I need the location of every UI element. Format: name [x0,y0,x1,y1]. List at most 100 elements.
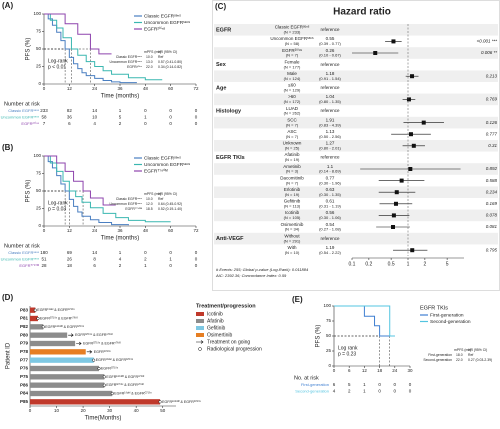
y-tick-label: 100 [323,303,331,308]
legend-label: EGFRᵀ⁷⁹⁰ᴹ [144,168,168,174]
patient-id: P79 [20,341,29,346]
treatment-bar [30,324,44,330]
x-tick-label: 0.1 [349,261,356,267]
x-tick-label: 48 [143,228,149,233]
footnote: # Events: 255; Global p-value (Log-Rank)… [216,267,309,272]
y-tick-label: 75 [36,171,42,176]
table-hr: 0.27 (0.03-2.39) [468,358,492,362]
y-tick-label: 50 [36,188,42,193]
row-band [214,163,498,175]
hr-point [391,213,396,218]
hr-ci: (0.80 - 1.35) [319,99,341,104]
legend-label: Second-generation [430,319,471,325]
risk-count: 0 [195,257,198,262]
risk-count: 1 [144,263,147,268]
p-value: 0.234 [486,189,498,194]
hr-ci: (0.83 - 4.39) [319,122,341,127]
hr-point [406,97,411,102]
p-value: 0.777 [486,131,498,136]
table-row-name: EGFR²⁰ⁱⁿˢ [127,64,143,69]
row-label: Uncommon EGFRˢᵉⁿˢ [270,36,314,41]
risk-count: 0 [195,108,198,113]
x-tick-label: 30 [407,368,413,373]
row-label: Dacomitinib [280,175,304,180]
row-n: (N = 19) [285,157,300,162]
patient-id: P78 [20,349,29,354]
table-row-name: EGFRᵀ⁷⁹⁰ᴹ [125,207,142,211]
treatment-bar [30,365,100,372]
risk-count: 2 [348,389,351,394]
survival-curve [44,13,163,81]
table-header: mPFS (mo) [144,192,161,196]
progression-marker [102,375,106,379]
mutation-label: EGFRᴳ⁷¹⁹ˣ & EGFRˢ⁷⁶⁸ᴵ [106,383,144,387]
x-tick-label: 0 [333,368,336,373]
hr-value: 0.56 [326,210,335,215]
row-label: Without [284,233,300,238]
risk-count: 58 [41,115,47,120]
reference-label: reference [320,27,340,32]
x-tick-label: 50 [160,408,166,413]
progression-marker [102,383,106,387]
x-tick-label: 60 [168,228,174,233]
mutation-label: EGFRᴸ⁸⁵⁸ᴿ & EGFRᴳ⁷¹⁹ˣ [45,325,85,329]
table-mpfs: 18.5 [146,207,153,211]
risk-label: Uncommon EGFRˢᵉⁿˢ [1,257,40,262]
hr-ci: (0.14 - 8.69) [319,169,341,174]
row-label: SCC [287,117,297,122]
mutation-label: EGFRᴸ⁸⁵⁸ᴿ & EGFRᴳ⁷¹⁹ˣ [162,400,202,404]
risk-title: Number at risk [4,101,40,107]
legend-arrow [196,340,204,344]
risk-count: 82 [67,108,73,113]
risk-count: 180 [40,250,48,255]
treatment-bar [30,315,38,322]
risk-count: 36 [67,115,73,120]
hr-point [410,248,415,253]
legend-label: Gefitinib [207,325,226,331]
p-value: p = 0.23 [338,351,356,357]
row-band [214,140,498,152]
hr-value: 1.91 [326,117,335,122]
row-label: ASC [287,129,297,134]
progression-marker [36,316,40,321]
legend-swatch [196,319,204,323]
risk-count: 0 [394,389,397,394]
row-n: (N = 129) [284,87,301,92]
risk-count: 0 [409,382,412,387]
hr-ci: (0.80 - 2.01) [319,145,341,150]
row-label: Erlotinib [284,187,301,192]
y-tick-label: 50 [36,46,42,51]
p-value: Log rank [338,345,358,351]
hr-value: 1.27 [326,141,335,146]
row-n: (N = 7) [286,53,299,58]
reference-label: reference [320,85,340,90]
table-hr: Ref [158,55,163,59]
row-n: (N = 172) [284,99,301,104]
progression-marker [110,391,114,396]
hr-ci: (0.54 - 2.22) [319,250,341,255]
risk-count: 2 [119,121,122,126]
hr-point [373,51,378,55]
risk-count: 14 [92,108,98,113]
x-tick-label: 12 [67,228,73,233]
row-label: Icotinib [285,210,300,215]
table-hr: Ref [468,353,473,357]
x-tick-label: 24 [92,86,98,91]
risk-count: 8 [93,257,96,262]
hr-ci: (0.27 - 1.08) [319,227,341,232]
row-band [214,70,498,82]
table-mpfs: 18.0 [456,353,463,357]
risk-count: 6 [93,263,96,268]
table-mpfs: 22.0 [146,65,153,69]
y-tick-label: 50 [326,333,332,338]
table-mpfs: 10.0 [146,55,153,59]
patient-id: P83 [20,307,29,312]
risk-count: 5 [119,115,122,120]
x-tick-label: 2 [423,261,426,267]
risk-count: 18 [67,263,73,268]
x-tick-label: 40 [134,408,140,413]
risk-count: 4 [119,257,122,262]
hr-value: 1.1 [327,164,334,169]
survival-curve [44,155,171,223]
